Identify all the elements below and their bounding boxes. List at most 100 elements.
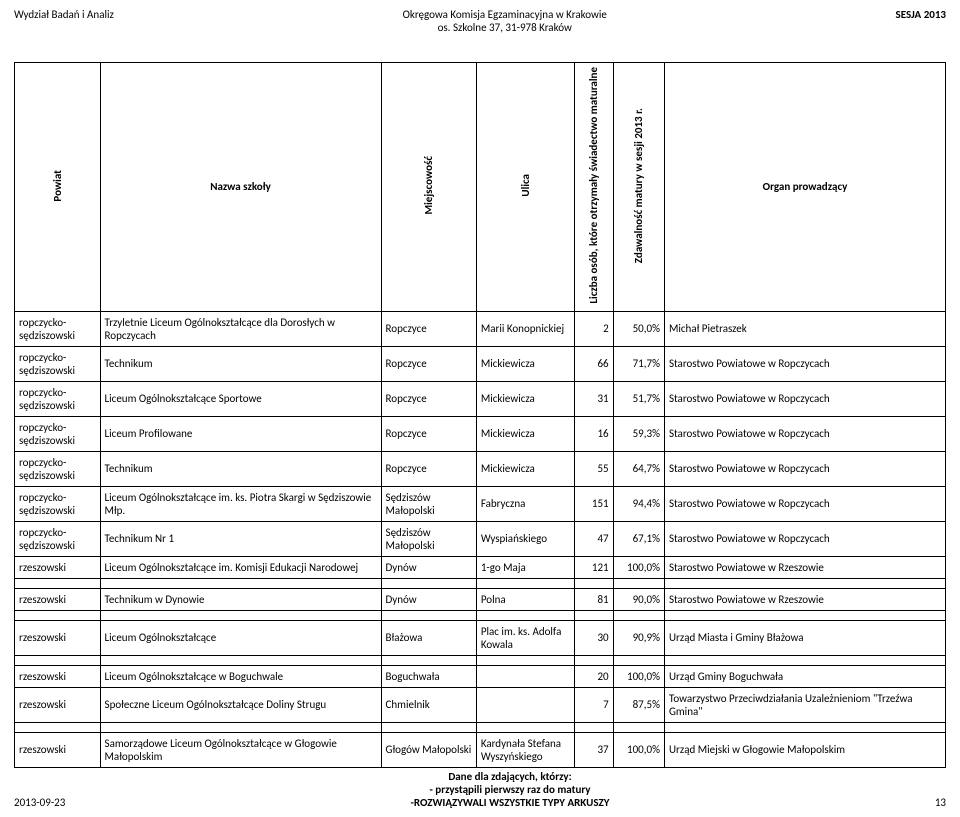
table-head: Powiat Nazwa szkoły Miejscowość Ulica Li… bbox=[15, 63, 946, 312]
cell-ulica: Fabryczna bbox=[476, 486, 574, 521]
col-miejscowosc: Miejscowość bbox=[381, 63, 476, 312]
cell-liczba: 37 bbox=[574, 732, 613, 767]
cell-zdaw: 67,1% bbox=[613, 521, 664, 556]
page-header: Wydział Badań i Analiz Okręgowa Komisja … bbox=[14, 8, 946, 34]
cell-organ: Starostwo Powiatowe w Ropczycach bbox=[664, 416, 945, 451]
table-row: ropczycko-sędziszowskiLiceum Ogólnokszta… bbox=[15, 486, 946, 521]
col-powiat: Powiat bbox=[15, 63, 101, 312]
cell-powiat: rzeszowski bbox=[15, 556, 101, 578]
col-organ: Organ prowadzący bbox=[664, 63, 945, 312]
cell-ulica: Marii Konopnickiej bbox=[476, 311, 574, 346]
cell-miej: Ropczyce bbox=[381, 416, 476, 451]
col-liczba: Liczba osób, które otrzymały świadectwo … bbox=[574, 63, 613, 312]
cell-organ: Starostwo Powiatowe w Ropczycach bbox=[664, 486, 945, 521]
cell-liczba: 81 bbox=[574, 588, 613, 610]
cell-zdaw: 100,0% bbox=[613, 665, 664, 687]
spacer-row bbox=[15, 722, 946, 732]
cell-nazwa: Liceum Ogólnokształcące im. ks. Piotra S… bbox=[100, 486, 381, 521]
cell-liczba: 121 bbox=[574, 556, 613, 578]
footer-center: Dane dla zdających, którzy: - przystąpil… bbox=[104, 770, 916, 809]
cell-nazwa: Liceum Ogólnokształcące Sportowe bbox=[100, 381, 381, 416]
cell-ulica: Mickiewicza bbox=[476, 346, 574, 381]
cell-organ: Starostwo Powiatowe w Rzeszowie bbox=[664, 556, 945, 578]
table-row: ropczycko-sędziszowskiLiceum Profilowane… bbox=[15, 416, 946, 451]
spacer-row bbox=[15, 655, 946, 665]
cell-miej: Sędziszów Małopolski bbox=[381, 521, 476, 556]
cell-miej: Chmielnik bbox=[381, 687, 476, 722]
cell-miej: Ropczyce bbox=[381, 451, 476, 486]
page-footer: 2013-09-23 Dane dla zdających, którzy: -… bbox=[14, 770, 946, 809]
cell-miej: Dynów bbox=[381, 588, 476, 610]
header-center-line2: os. Szkolne 37, 31-978 Kraków bbox=[114, 21, 896, 34]
data-table: Powiat Nazwa szkoły Miejscowość Ulica Li… bbox=[14, 62, 946, 768]
cell-ulica: Kardynała Stefana Wyszyńskiego bbox=[476, 732, 574, 767]
cell-miej: Głogów Małopolski bbox=[381, 732, 476, 767]
cell-ulica: Plac im. ks. Adolfa Kowala bbox=[476, 620, 574, 655]
cell-miej: Ropczyce bbox=[381, 381, 476, 416]
cell-nazwa: Społeczne Liceum Ogólnokształcące Doliny… bbox=[100, 687, 381, 722]
header-right: SESJA 2013 bbox=[896, 8, 946, 34]
cell-organ: Michał Pietraszek bbox=[664, 311, 945, 346]
cell-powiat: ropczycko-sędziszowski bbox=[15, 521, 101, 556]
cell-organ: Urząd Miejski w Głogowie Małopolskim bbox=[664, 732, 945, 767]
cell-miej: Ropczyce bbox=[381, 311, 476, 346]
cell-powiat: ropczycko-sędziszowski bbox=[15, 486, 101, 521]
cell-zdaw: 90,0% bbox=[613, 588, 664, 610]
cell-ulica bbox=[476, 687, 574, 722]
table-row: ropczycko-sędziszowskiLiceum Ogólnokszta… bbox=[15, 381, 946, 416]
cell-zdaw: 71,7% bbox=[613, 346, 664, 381]
footer-line3: -ROZWIĄZYWALI WSZYSTKIE TYPY ARKUSZY bbox=[104, 796, 916, 809]
cell-zdaw: 64,7% bbox=[613, 451, 664, 486]
table-row: rzeszowskiLiceum OgólnokształcąceBłażowa… bbox=[15, 620, 946, 655]
cell-miej: Boguchwała bbox=[381, 665, 476, 687]
footer-date: 2013-09-23 bbox=[14, 796, 104, 809]
cell-liczba: 16 bbox=[574, 416, 613, 451]
cell-organ: Urząd Gminy Boguchwała bbox=[664, 665, 945, 687]
cell-organ: Urząd Miasta i Gminy Błażowa bbox=[664, 620, 945, 655]
header-left: Wydział Badań i Analiz bbox=[14, 8, 114, 34]
cell-liczba: 7 bbox=[574, 687, 613, 722]
cell-powiat: ropczycko-sędziszowski bbox=[15, 311, 101, 346]
cell-miej: Ropczyce bbox=[381, 346, 476, 381]
cell-powiat: ropczycko-sędziszowski bbox=[15, 381, 101, 416]
table-row: rzeszowskiSamorządowe Liceum Ogólnokszta… bbox=[15, 732, 946, 767]
cell-nazwa: Liceum Ogólnokształcące im. Komisji Eduk… bbox=[100, 556, 381, 578]
cell-organ: Starostwo Powiatowe w Ropczycach bbox=[664, 381, 945, 416]
cell-zdaw: 87,5% bbox=[613, 687, 664, 722]
page-container: Wydział Badań i Analiz Okręgowa Komisja … bbox=[0, 0, 960, 817]
cell-nazwa: Technikum w Dynowie bbox=[100, 588, 381, 610]
table-row: ropczycko-sędziszowskiTechnikum Nr 1Sędz… bbox=[15, 521, 946, 556]
cell-powiat: rzeszowski bbox=[15, 588, 101, 610]
cell-ulica: Mickiewicza bbox=[476, 381, 574, 416]
spacer-row bbox=[15, 578, 946, 588]
cell-zdaw: 59,3% bbox=[613, 416, 664, 451]
cell-organ: Starostwo Powiatowe w Ropczycach bbox=[664, 346, 945, 381]
cell-zdaw: 90,9% bbox=[613, 620, 664, 655]
cell-liczba: 55 bbox=[574, 451, 613, 486]
cell-miej: Dynów bbox=[381, 556, 476, 578]
cell-ulica bbox=[476, 665, 574, 687]
cell-liczba: 2 bbox=[574, 311, 613, 346]
cell-nazwa: Trzyletnie Liceum Ogólnokształcące dla D… bbox=[100, 311, 381, 346]
col-zdawalnosc: Zdawalność matury w sesji 2013 r. bbox=[613, 63, 664, 312]
cell-powiat: rzeszowski bbox=[15, 732, 101, 767]
footer-line2: - przystąpili pierwszy raz do matury bbox=[104, 783, 916, 796]
cell-miej: Sędziszów Małopolski bbox=[381, 486, 476, 521]
cell-nazwa: Technikum bbox=[100, 451, 381, 486]
cell-nazwa: Technikum Nr 1 bbox=[100, 521, 381, 556]
table-row: ropczycko-sędziszowskiTrzyletnie Liceum … bbox=[15, 311, 946, 346]
cell-nazwa: Samorządowe Liceum Ogólnokształcące w Gł… bbox=[100, 732, 381, 767]
cell-zdaw: 94,4% bbox=[613, 486, 664, 521]
cell-liczba: 66 bbox=[574, 346, 613, 381]
cell-zdaw: 100,0% bbox=[613, 556, 664, 578]
cell-miej: Błażowa bbox=[381, 620, 476, 655]
table-row: ropczycko-sędziszowskiTechnikumRopczyceM… bbox=[15, 346, 946, 381]
cell-liczba: 47 bbox=[574, 521, 613, 556]
cell-organ: Starostwo Powiatowe w Ropczycach bbox=[664, 451, 945, 486]
table-row: rzeszowskiLiceum Ogólnokształcące im. Ko… bbox=[15, 556, 946, 578]
table-row: ropczycko-sędziszowskiTechnikumRopczyceM… bbox=[15, 451, 946, 486]
cell-organ: Starostwo Powiatowe w Ropczycach bbox=[664, 521, 945, 556]
table-body: ropczycko-sędziszowskiTrzyletnie Liceum … bbox=[15, 311, 946, 767]
cell-powiat: rzeszowski bbox=[15, 687, 101, 722]
cell-nazwa: Liceum Profilowane bbox=[100, 416, 381, 451]
